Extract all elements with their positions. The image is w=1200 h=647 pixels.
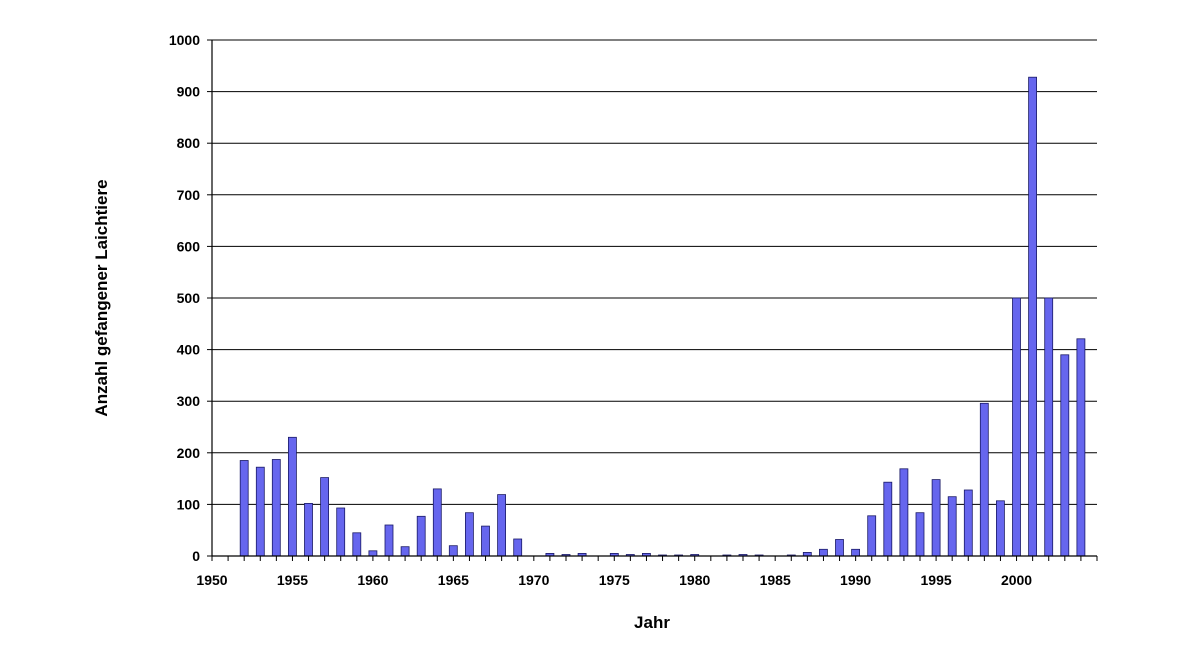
bar-1967 bbox=[481, 525, 490, 557]
y-axis-ticks: 0 100 200 300 400 500 600 700 800 900 1000 bbox=[169, 32, 212, 564]
bar-1998 bbox=[979, 402, 989, 557]
y-tick-label-1000: 1000 bbox=[169, 32, 200, 48]
x-tick-label-1990: 1990 bbox=[840, 572, 871, 588]
x-axis-title: Jahr bbox=[634, 613, 670, 632]
bar-1966 bbox=[464, 512, 474, 557]
bar-1995 bbox=[931, 479, 941, 557]
bar-1997 bbox=[963, 489, 973, 557]
bar-1965 bbox=[448, 545, 458, 557]
bar-1989 bbox=[835, 539, 844, 557]
bar-1992 bbox=[883, 481, 893, 557]
bar-1969 bbox=[513, 538, 523, 557]
y-tick-label-300: 300 bbox=[177, 393, 201, 409]
bar-1962 bbox=[400, 546, 410, 557]
y-tick-label-500: 500 bbox=[177, 290, 201, 306]
bar-1999 bbox=[996, 500, 1005, 557]
x-axis-ticks: 1950 1955 1960 1965 1970 1975 1980 1985 1990 1995… bbox=[196, 556, 1098, 588]
bar-1952 bbox=[239, 460, 249, 557]
bar-1953 bbox=[255, 466, 265, 557]
y-tick-label-600: 600 bbox=[177, 238, 201, 254]
bar-1968 bbox=[497, 494, 507, 557]
y-tick-label-800: 800 bbox=[177, 135, 201, 151]
bar-1954 bbox=[271, 459, 281, 557]
bars bbox=[239, 76, 1086, 557]
bar-1961 bbox=[384, 524, 394, 557]
y-tick-label-100: 100 bbox=[177, 496, 201, 512]
bar-1993 bbox=[899, 468, 909, 557]
bar-1960 bbox=[368, 550, 378, 557]
bar-2000 bbox=[1012, 297, 1021, 557]
x-tick-label-2000: 2000 bbox=[1001, 572, 1032, 588]
bar-2002 bbox=[1044, 297, 1054, 557]
y-axis-title: Anzahl gefangener Laichtiere bbox=[92, 179, 111, 416]
y-tick-label-400: 400 bbox=[177, 342, 201, 358]
x-tick-label-1950: 1950 bbox=[196, 572, 227, 588]
x-tick-label-1965: 1965 bbox=[438, 572, 469, 588]
bar-1956 bbox=[304, 502, 313, 557]
bar-1991 bbox=[867, 515, 877, 557]
x-tick-label-1960: 1960 bbox=[357, 572, 388, 588]
bar-1957 bbox=[320, 477, 330, 557]
bar-1990 bbox=[851, 548, 860, 557]
y-tick-label-700: 700 bbox=[177, 187, 201, 203]
y-tick-label-900: 900 bbox=[177, 84, 201, 100]
bar-1955 bbox=[287, 436, 297, 557]
bar-2004 bbox=[1076, 338, 1086, 557]
gridlines bbox=[212, 39, 1097, 505]
x-tick-label-1995: 1995 bbox=[921, 572, 952, 588]
x-tick-label-1980: 1980 bbox=[679, 572, 710, 588]
bar-1964 bbox=[432, 488, 442, 557]
bar-1959 bbox=[352, 532, 362, 557]
bar-1988 bbox=[819, 548, 828, 557]
x-tick-label-1955: 1955 bbox=[277, 572, 308, 588]
y-tick-label-0: 0 bbox=[192, 548, 200, 564]
bar-2001 bbox=[1028, 76, 1037, 557]
x-tick-label-1970: 1970 bbox=[518, 572, 549, 588]
bar-2003 bbox=[1060, 354, 1070, 557]
x-tick-label-1985: 1985 bbox=[760, 572, 791, 588]
y-tick-label-200: 200 bbox=[177, 445, 201, 461]
bar-1963 bbox=[416, 515, 426, 557]
x-tick-label-1975: 1975 bbox=[599, 572, 630, 588]
bar-1994 bbox=[915, 512, 925, 557]
bar-1958 bbox=[336, 507, 346, 557]
bar-1996 bbox=[947, 496, 957, 557]
